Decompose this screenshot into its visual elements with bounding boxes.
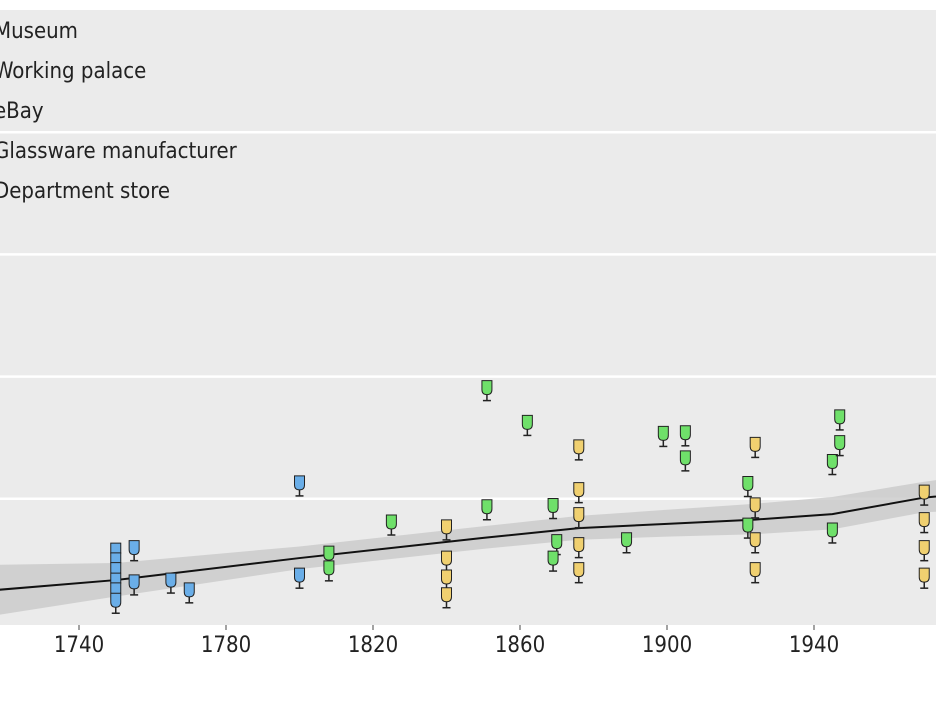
glass-bowl [826, 522, 838, 538]
glass-bowl [918, 540, 930, 556]
glass-bowl [110, 592, 122, 608]
glass-bowl [749, 562, 761, 578]
glass-point [481, 499, 493, 521]
legend-label: Department store [0, 179, 170, 204]
glass-point [826, 454, 838, 476]
glass-point [110, 592, 122, 614]
legend-label: Museum [0, 19, 78, 44]
glass-point [573, 482, 585, 504]
x-tick-label: 1900 [642, 633, 692, 658]
glass-bowl [573, 439, 585, 455]
glass-bowl [441, 569, 453, 585]
glass-point [573, 562, 585, 584]
glass-bowl [547, 498, 559, 514]
glass-point [657, 425, 669, 448]
glass-bowl [128, 574, 140, 590]
glass-point [749, 497, 761, 519]
glass-point [573, 537, 585, 559]
confidence-band [0, 480, 936, 615]
glass-bowl [834, 409, 846, 425]
glass-bowl [441, 550, 453, 566]
glass-point [679, 450, 691, 472]
glass-point [918, 512, 930, 534]
x-tick-label: 1940 [789, 633, 839, 658]
glass-bowl [918, 512, 930, 528]
glass-point [385, 514, 397, 536]
glass-point [918, 484, 930, 506]
glass-bowl [573, 507, 585, 523]
glass-point [918, 567, 930, 589]
glass-point [294, 567, 306, 589]
glass-bowl [834, 435, 846, 451]
glass-bowl [826, 454, 838, 470]
glass-point [128, 540, 140, 562]
glass-point [481, 380, 493, 402]
glass-bowl [521, 414, 533, 430]
glass-point [323, 560, 335, 582]
glass-bowl [294, 567, 306, 583]
glass-point [679, 425, 691, 447]
glass-point [165, 572, 177, 594]
glass-bowl [749, 497, 761, 513]
glass-point [521, 414, 533, 437]
glass-bowl [918, 567, 930, 583]
glass-bowl [294, 475, 306, 491]
x-tick-label: 1780 [201, 633, 251, 658]
glass-point [749, 562, 761, 584]
glass-bowl [742, 476, 754, 492]
glass-bowl [657, 425, 669, 441]
glass-bowl [441, 587, 453, 603]
glass-bowl [323, 560, 335, 576]
trend-line [0, 495, 936, 591]
glass-bowl [621, 532, 633, 548]
glass-point [441, 519, 453, 541]
glass-point [834, 409, 846, 431]
glass-point [294, 475, 306, 497]
glass-point [834, 435, 846, 457]
glass-point [573, 439, 585, 461]
glass-bowl [128, 540, 140, 556]
legend-label: Working palace [0, 59, 146, 84]
glass-bowl [183, 582, 195, 598]
glass-bowl [573, 537, 585, 553]
glass-point [749, 532, 761, 554]
legend-label: Glassware manufacturer [0, 139, 238, 164]
glass-point [742, 476, 754, 498]
glass-point [547, 550, 559, 572]
glass-point [128, 574, 140, 596]
glass-point [183, 582, 195, 604]
legend-label: eBay [0, 99, 44, 124]
glass-point [551, 534, 563, 556]
glass-bowl [481, 499, 493, 515]
glass-bowl [573, 562, 585, 578]
glass-bowl [323, 545, 335, 561]
glass-bowl [385, 514, 397, 530]
glass-bowl [165, 572, 177, 588]
glass-bowl [573, 482, 585, 498]
glass-bowl [441, 519, 453, 535]
glass-point [547, 498, 559, 520]
glass-bowl [679, 450, 691, 466]
glass-bowl [547, 550, 559, 566]
glass-bowl [918, 484, 930, 500]
x-tick-label: 1740 [54, 633, 104, 658]
glass-bowl [749, 436, 761, 452]
glass-point [441, 587, 453, 609]
glass-bowl [749, 532, 761, 548]
x-tick-label: 1860 [495, 633, 545, 658]
glass-point [826, 522, 838, 544]
glass-point [918, 540, 930, 562]
glass-bowl [551, 534, 563, 550]
glass-bowl [481, 380, 493, 396]
glass-bowl [742, 517, 754, 533]
x-tick-label: 1820 [348, 633, 398, 658]
glass-point [573, 507, 585, 529]
glass-point [621, 532, 633, 554]
glass-point [749, 436, 761, 459]
glass-bowl [679, 425, 691, 441]
